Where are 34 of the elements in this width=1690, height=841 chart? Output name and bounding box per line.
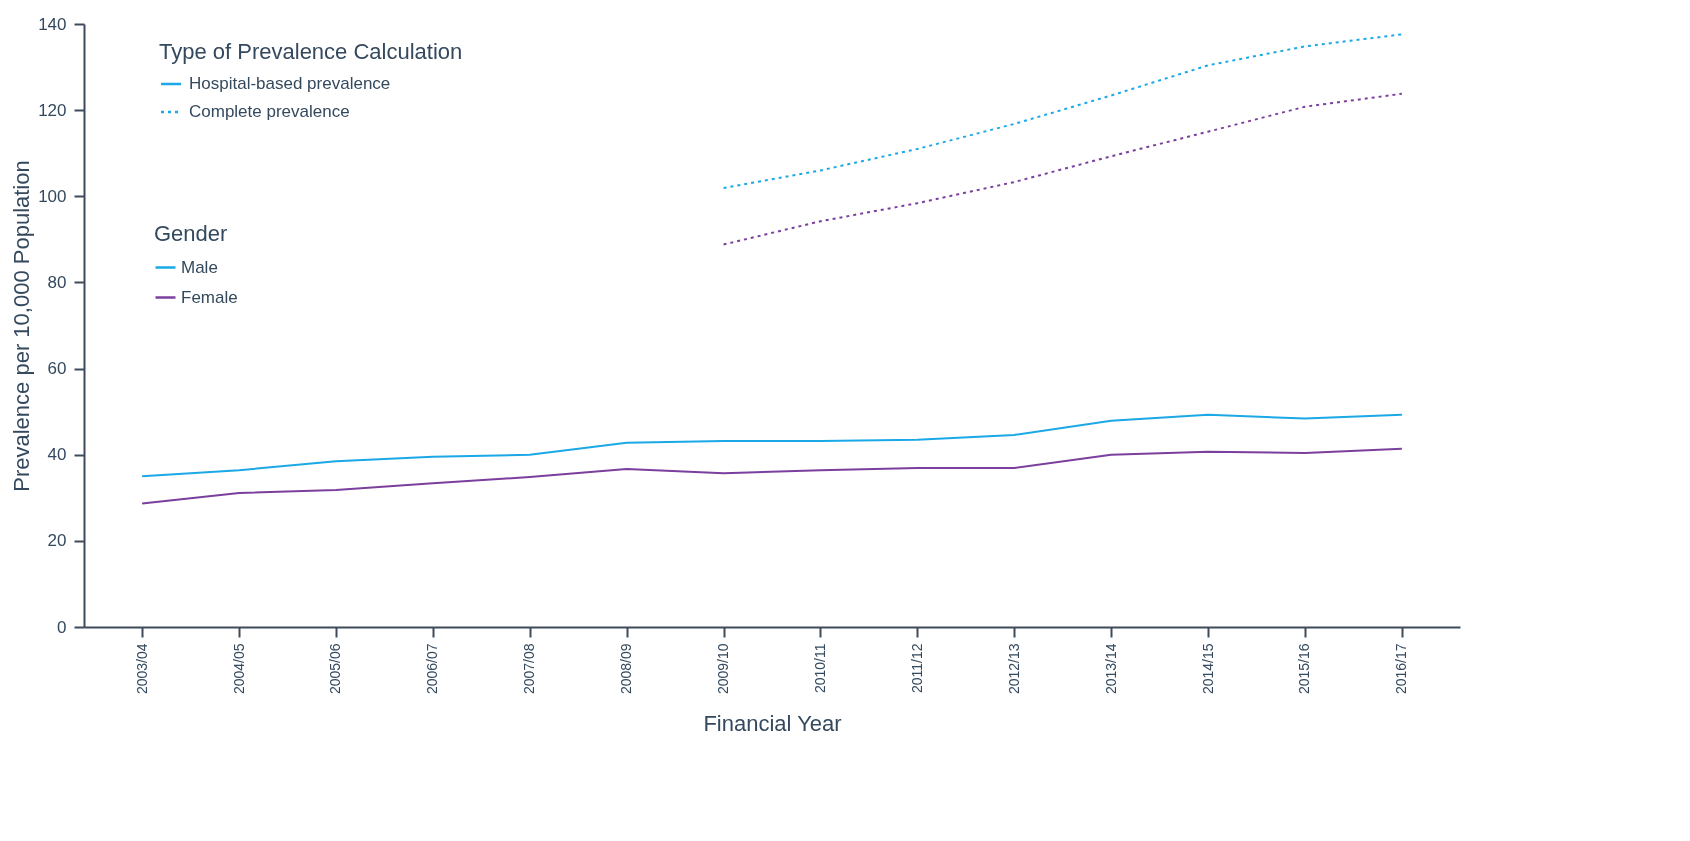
legend-label: Male [181, 257, 218, 277]
x-axis-title: Financial Year [703, 711, 842, 737]
x-tick-label: 2012/13 [1005, 643, 1022, 695]
x-tick-label: 2014/15 [1199, 643, 1216, 695]
y-axis-title: Prevalence per 10,000 Population [9, 160, 35, 492]
line-series [141, 413, 1403, 478]
annotation: Complete prevalence [189, 102, 350, 121]
x-tick-label: 2005/06 [327, 643, 344, 695]
x-tick-label: 2013/14 [1102, 643, 1119, 695]
y-tick-label: 20 [47, 531, 67, 551]
x-tick-label: 2004/05 [230, 643, 247, 695]
y-tick-label: 0 [57, 617, 67, 637]
y-tick-label: 60 [47, 359, 67, 379]
line-series [722, 33, 1403, 190]
x-tick-label: 2015/16 [1296, 643, 1313, 695]
y-tick-label: 40 [47, 445, 67, 465]
x-tick-label: 2016/17 [1393, 643, 1410, 695]
line-series [141, 447, 1403, 505]
y-tick-label: 100 [38, 186, 67, 206]
annotation: Type of Prevalence Calculation [159, 39, 463, 64]
line-series [722, 92, 1403, 246]
x-tick-label: 2010/11 [811, 643, 828, 694]
x-tick-label: 2011/12 [908, 643, 925, 694]
x-tick-label: 2003/04 [133, 643, 150, 695]
y-tick-label: 140 [38, 14, 67, 34]
x-tick-label: 2008/09 [618, 643, 635, 695]
x-tick-label: 2009/10 [715, 643, 732, 695]
legend-title: Gender [154, 221, 228, 246]
x-tick-label: 2006/07 [424, 643, 441, 695]
annotation: Hospital-based prevalence [189, 74, 391, 93]
y-tick-label: 120 [38, 100, 67, 120]
x-tick-label: 2007/08 [521, 643, 538, 695]
legend-label: Female [181, 287, 238, 307]
y-tick-label: 80 [47, 272, 67, 292]
